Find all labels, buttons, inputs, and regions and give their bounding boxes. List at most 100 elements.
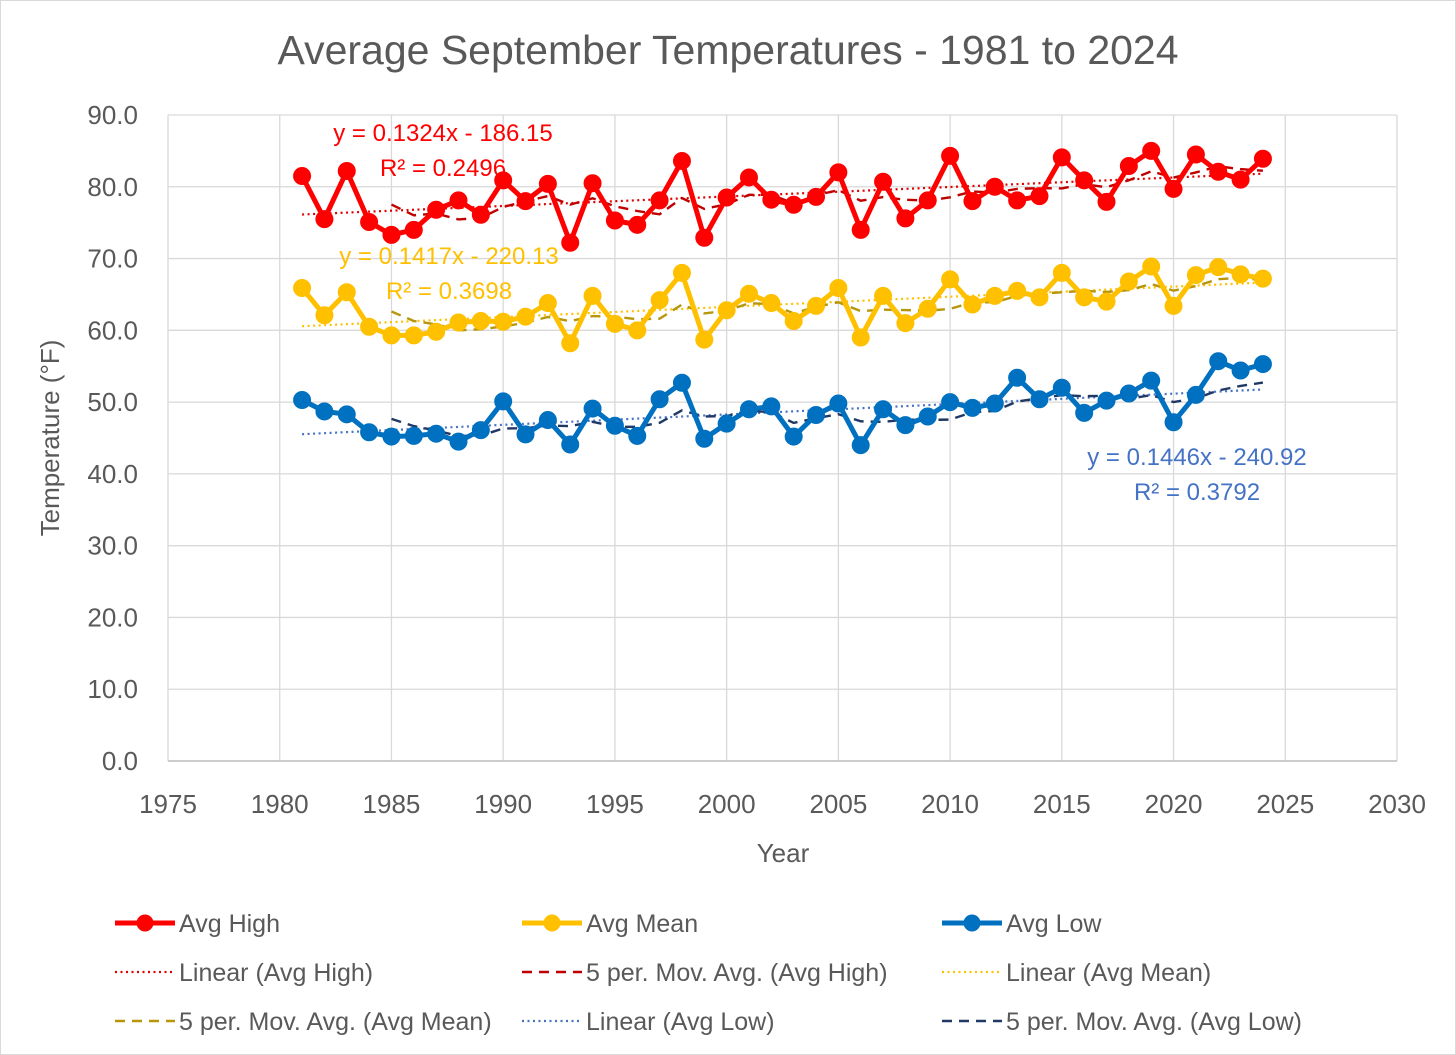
legend-label: Avg Low <box>1006 910 1102 938</box>
data-point-avg-high <box>739 168 758 187</box>
data-point-avg-mean <box>1008 281 1027 300</box>
data-point-avg-high <box>1097 192 1116 211</box>
data-point-avg-low <box>985 394 1004 413</box>
data-point-avg-mean <box>717 301 736 320</box>
data-point-avg-low <box>583 399 602 418</box>
chart-title: Average September Temperatures - 1981 to… <box>277 27 1178 73</box>
data-point-avg-low <box>762 397 781 416</box>
data-point-avg-mean <box>605 314 624 333</box>
x-tick-label: 2010 <box>921 789 979 819</box>
data-point-avg-low <box>784 427 803 446</box>
data-point-avg-low <box>1142 371 1161 390</box>
data-point-avg-high <box>583 174 602 193</box>
data-point-avg-mean <box>829 278 848 297</box>
trendline-r-squared: R² = 0.3698 <box>386 278 512 305</box>
data-point-avg-high <box>315 210 334 229</box>
trendline-r-squared: R² = 0.3792 <box>1134 479 1260 506</box>
data-point-avg-low <box>1231 361 1250 380</box>
data-point-avg-low <box>382 427 401 446</box>
legend-label: Linear (Avg High) <box>179 959 373 987</box>
moving-average-avg-low <box>391 381 1264 438</box>
data-point-avg-low <box>628 426 647 445</box>
data-point-avg-low <box>1097 391 1116 410</box>
data-point-avg-mean <box>985 286 1004 305</box>
data-point-avg-mean <box>293 278 312 297</box>
data-point-avg-low <box>561 435 580 454</box>
data-point-avg-high <box>963 192 982 211</box>
legend-item: Avg High <box>115 910 280 938</box>
data-point-avg-high <box>1052 148 1071 167</box>
data-point-avg-high <box>1164 179 1183 198</box>
moving-average-avg-mean <box>391 276 1264 332</box>
data-point-avg-high <box>494 171 513 190</box>
x-tick-label: 2020 <box>1145 789 1203 819</box>
data-point-avg-low <box>650 390 669 409</box>
data-point-avg-high <box>516 192 535 211</box>
data-point-avg-low <box>941 393 960 412</box>
data-point-avg-high <box>1119 156 1138 175</box>
x-axis-ticks: 1975 1980 1985 1990 1995 2000 2005 2010 2015 2020… <box>139 789 1426 819</box>
data-point-avg-low <box>1209 352 1228 371</box>
data-point-avg-low <box>717 414 736 433</box>
y-tick-label: 20.0 <box>87 602 138 632</box>
data-point-avg-high <box>896 209 915 228</box>
data-point-avg-mean <box>1209 258 1228 277</box>
trendline-equation: y = 0.1324x - 186.15 <box>333 120 553 147</box>
x-tick-label: 1995 <box>586 789 644 819</box>
data-point-avg-mean <box>963 295 982 314</box>
legend-item: 5 per. Mov. Avg. (Avg High) <box>522 959 888 987</box>
data-point-avg-high <box>851 220 870 239</box>
data-point-avg-low <box>695 429 714 448</box>
x-axis-label: Year <box>757 838 810 868</box>
x-tick-label: 2005 <box>809 789 867 819</box>
data-point-avg-high <box>360 212 379 231</box>
data-point-avg-high <box>605 211 624 230</box>
data-point-avg-high <box>672 151 691 170</box>
data-point-avg-mean <box>516 307 535 326</box>
data-point-avg-mean <box>561 334 580 353</box>
data-point-avg-low <box>874 400 893 419</box>
data-point-avg-high <box>449 191 468 210</box>
legend-item: Linear (Avg High) <box>115 959 373 987</box>
data-point-avg-high <box>784 195 803 214</box>
x-tick-label: 2015 <box>1033 789 1091 819</box>
data-point-avg-mean <box>1186 266 1205 285</box>
data-point-avg-high <box>1008 191 1027 210</box>
data-point-avg-low <box>918 407 937 426</box>
data-point-avg-high <box>628 215 647 234</box>
data-point-avg-high <box>807 187 826 206</box>
data-point-avg-high <box>561 233 580 252</box>
y-axis-label: Temperature (°F) <box>35 340 65 537</box>
data-point-avg-mean <box>628 321 647 340</box>
data-point-avg-mean <box>337 283 356 302</box>
y-axis-ticks: 0.0 10.0 20.0 30.0 40.0 50.0 60.0 70.0 80.0 90.0 <box>87 100 138 776</box>
data-point-avg-low <box>1075 403 1094 422</box>
data-point-avg-mean <box>762 294 781 313</box>
trendline-equation: y = 0.1446x - 240.92 <box>1087 444 1307 471</box>
data-point-avg-high <box>382 225 401 244</box>
legend-swatch-marker <box>136 914 154 932</box>
data-point-avg-mean <box>851 328 870 347</box>
data-point-avg-low <box>1052 378 1071 397</box>
y-tick-label: 80.0 <box>87 172 138 202</box>
data-point-avg-mean <box>1030 288 1049 307</box>
data-point-avg-high <box>1030 187 1049 206</box>
trendline-equations: y = 0.1324x - 186.15 R² = 0.2496 y = 0.141… <box>333 120 1307 506</box>
legend-item: Linear (Avg Mean) <box>942 959 1211 987</box>
data-point-avg-high <box>717 188 736 207</box>
data-point-avg-mean <box>1097 292 1116 311</box>
data-point-avg-low <box>315 402 334 421</box>
data-point-avg-high <box>650 191 669 210</box>
data-point-avg-low <box>360 423 379 442</box>
data-point-avg-mean <box>918 299 937 318</box>
data-point-avg-high <box>1209 162 1228 181</box>
data-point-avg-mean <box>449 313 468 332</box>
data-point-avg-low <box>427 424 446 443</box>
data-point-avg-mean <box>874 286 893 305</box>
data-point-avg-low <box>1030 390 1049 409</box>
plot-area <box>293 141 1272 455</box>
legend-label: Linear (Avg Mean) <box>1006 959 1211 987</box>
legend-label: 5 per. Mov. Avg. (Avg Low) <box>1006 1008 1302 1036</box>
data-point-avg-high <box>1253 149 1272 168</box>
x-tick-label: 2025 <box>1256 789 1314 819</box>
